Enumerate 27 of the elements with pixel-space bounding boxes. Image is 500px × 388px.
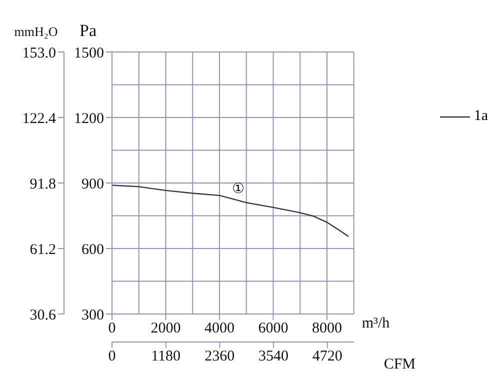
- x-axis-title: m³/h: [362, 315, 390, 332]
- x2-tick-label: 3540: [258, 348, 289, 365]
- y-axis-title: Pa: [80, 21, 97, 40]
- x2-tick-label: 1180: [151, 348, 181, 365]
- y2-tick-label: 30.6: [30, 307, 56, 324]
- y2-tick-label: 61.2: [30, 242, 56, 258]
- x-tick-label: 2000: [150, 320, 181, 337]
- y-tick-label: 300: [82, 307, 104, 324]
- x-tick-label: 8000: [312, 320, 342, 337]
- line-series: [112, 184, 350, 238]
- x2-tick-label: 4720: [312, 348, 342, 365]
- x2-axis-title: CFM: [384, 356, 416, 372]
- y-tick-label: 1500: [74, 45, 104, 62]
- x-tick-label: 4000: [204, 320, 234, 337]
- x-tick-label: 6000: [258, 320, 288, 337]
- x2-tick-label: 2360: [204, 348, 235, 365]
- y2-axis-title: mmH₂O: [14, 24, 58, 39]
- x-tick-label: 0: [108, 320, 116, 337]
- y2-tick-label: 122.4: [22, 110, 56, 127]
- y-tick-label: 900: [82, 176, 104, 192]
- legend-label: 1a: [474, 108, 488, 125]
- y2-tick-label: 153.0: [22, 45, 56, 62]
- y-tick-label: 600: [82, 242, 104, 258]
- x2-tick-label: 0: [108, 348, 116, 365]
- y2-tick-label: 91.8: [30, 176, 56, 192]
- y-tick-label: 1200: [74, 110, 104, 127]
- annotation: ①: [232, 182, 245, 197]
